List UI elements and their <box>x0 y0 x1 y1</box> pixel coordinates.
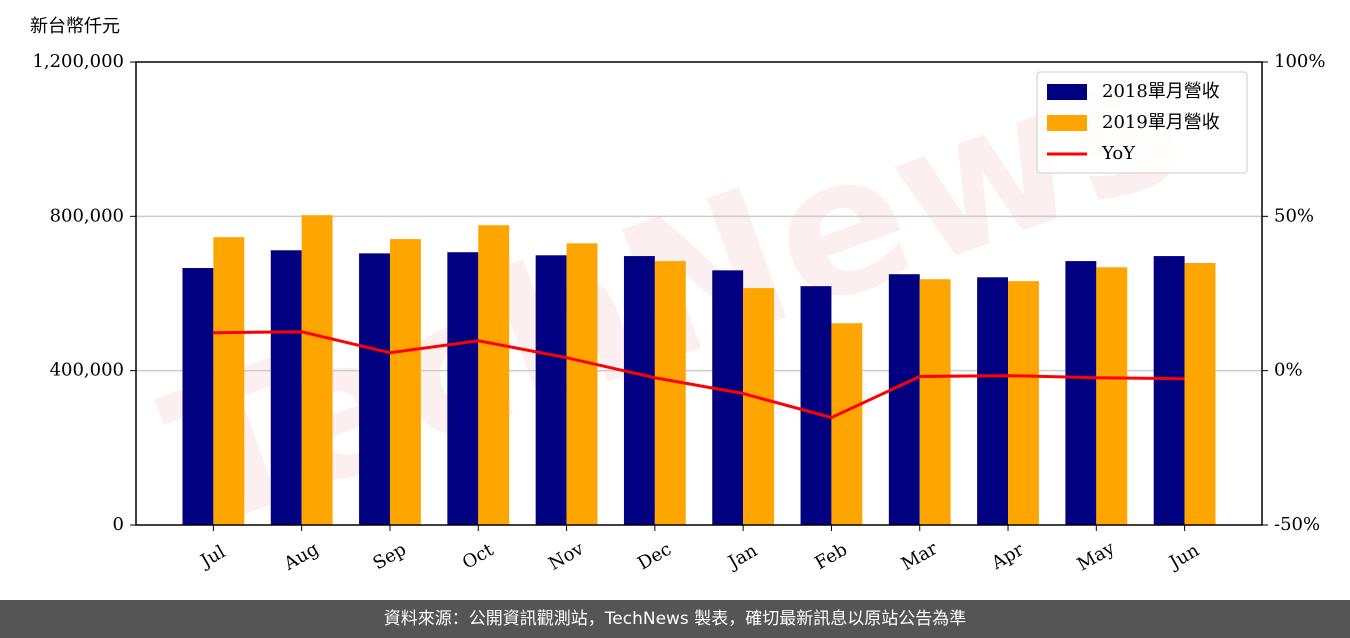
bar <box>623 256 655 525</box>
x-tick-label: Apr <box>987 539 1027 574</box>
y2-tick-label: 0% <box>1274 360 1303 381</box>
bar <box>182 268 214 525</box>
x-tick-label: Mar <box>898 538 942 575</box>
bar <box>1008 281 1039 525</box>
y-tick-label: 1,200,000 <box>32 51 124 72</box>
x-tick-label: May <box>1074 537 1119 575</box>
bar <box>1184 263 1216 525</box>
y-axis-title: 新台幣仟元 <box>30 16 120 37</box>
plot-frame <box>135 61 1263 526</box>
bar <box>831 323 863 525</box>
bar <box>919 279 951 525</box>
bar <box>1096 267 1128 525</box>
bar <box>743 288 775 525</box>
bar <box>301 215 333 525</box>
bar <box>389 239 421 525</box>
y-tick-label: 0 <box>113 514 124 535</box>
y2-tick-label: 50% <box>1274 205 1314 226</box>
legend-swatch <box>1047 84 1087 100</box>
legend-label: YoY <box>1101 143 1136 164</box>
chart: 新台幣仟元 TechNews0400,000800,0001,200,000-5… <box>30 3 1325 576</box>
bar <box>478 225 510 525</box>
line <box>213 330 1185 420</box>
legend-label: 2018單月營收 <box>1102 81 1220 102</box>
legend-label: 2019單月營收 <box>1102 112 1220 133</box>
bar <box>977 277 1009 525</box>
y2-tick-label: 100% <box>1274 51 1325 72</box>
bar <box>566 243 598 525</box>
bar <box>712 270 744 525</box>
x-tick-label: Nov <box>545 538 588 575</box>
x-tick-label: Dec <box>634 539 675 575</box>
x-tick-label: Oct <box>459 539 498 574</box>
x-tick-label: Sep <box>370 539 410 574</box>
bar <box>213 237 245 525</box>
bar <box>535 255 567 526</box>
bar <box>654 261 686 525</box>
bar <box>888 274 920 525</box>
x-tick-label: Feb <box>811 539 851 574</box>
y-tick-label: 400,000 <box>50 360 124 381</box>
bar <box>447 252 479 526</box>
y-tick-label: 800,000 <box>50 205 124 226</box>
y2-tick-label: -50% <box>1274 514 1320 535</box>
legend-box <box>1036 71 1248 174</box>
bar <box>270 250 302 525</box>
legend-swatch <box>1047 115 1087 131</box>
bar <box>800 286 832 525</box>
x-tick-label: Jan <box>723 540 761 574</box>
bar <box>359 253 390 525</box>
footer: 資料來源：公開資訊觀測站，TechNews 製表，確切最新訊息以原站公告為準 <box>0 600 1350 638</box>
bar <box>1065 261 1097 525</box>
x-tick-label: Jun <box>1164 540 1203 575</box>
bar <box>1153 256 1185 525</box>
